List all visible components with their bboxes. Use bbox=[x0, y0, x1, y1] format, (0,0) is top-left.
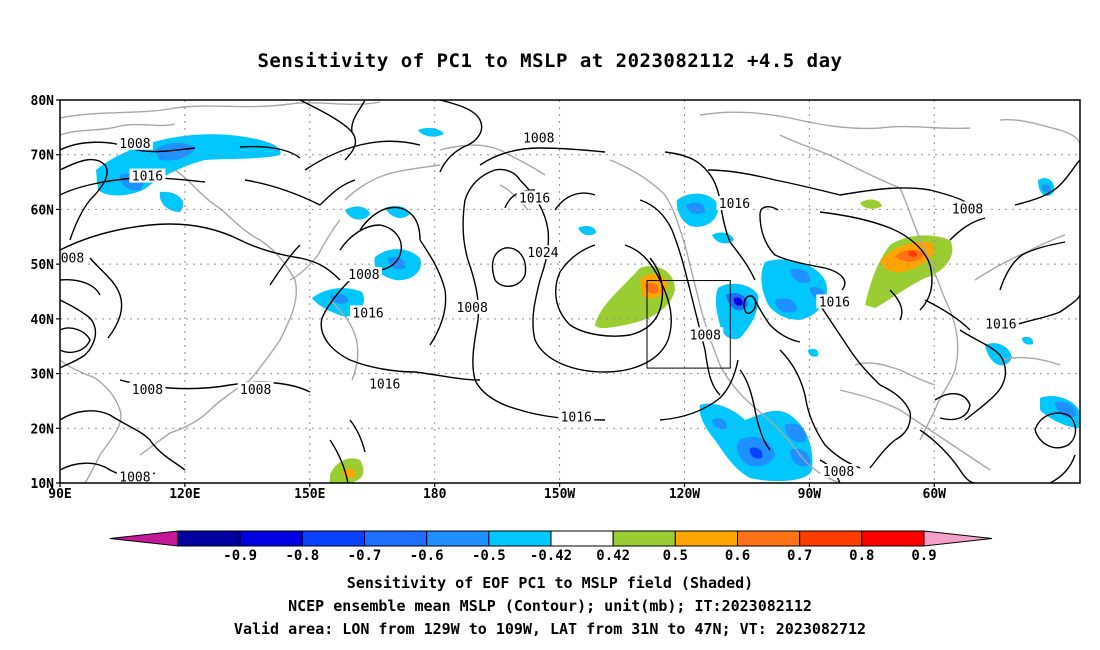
contour-label-bg bbox=[116, 469, 153, 483]
contour-label: 1016 bbox=[369, 378, 400, 393]
x-axis: 90E 120E 150E 180 150W 120W 90W 60W bbox=[48, 483, 946, 502]
contour-label: 1016 bbox=[132, 170, 163, 185]
x-tick-label: 120W bbox=[669, 487, 700, 502]
caption-line-1: Sensitivity of EOF PC1 to MSLP field (Sh… bbox=[346, 574, 754, 592]
colorbar-box bbox=[364, 530, 428, 547]
y-tick-label: 30N bbox=[31, 368, 55, 383]
contour-label: 1008 bbox=[952, 202, 983, 217]
contour-label: 1024 bbox=[527, 246, 558, 261]
colorbar-box bbox=[426, 530, 490, 547]
caption-line-3: Valid area: LON from 129W to 109W, LAT f… bbox=[233, 620, 867, 638]
contour-label: 1008 bbox=[119, 137, 150, 152]
x-tick-label: 150W bbox=[544, 487, 575, 502]
contour-label: 1016 bbox=[985, 317, 1016, 332]
contour-label-bg bbox=[345, 267, 382, 282]
y-tick-label: 20N bbox=[31, 422, 55, 437]
contour-label: 1008 bbox=[457, 301, 488, 316]
colorbar-box bbox=[177, 530, 241, 547]
contour-label-bg bbox=[129, 168, 166, 183]
colorbar: -0.9 -0.8 -0.7 -0.6 -0.5 -0.42 0.42 0.5 0.6 0.7 0.… bbox=[109, 530, 993, 564]
x-tick-label: 90W bbox=[798, 487, 822, 502]
y-tick-label: 40N bbox=[31, 313, 55, 328]
colorbar-label: 0.5 bbox=[663, 548, 688, 564]
contour-label-bg bbox=[558, 409, 595, 424]
colorbar-box bbox=[239, 530, 303, 547]
colorbar-label: -0.7 bbox=[348, 548, 382, 564]
contour-label-bg bbox=[366, 376, 403, 391]
valid-area-box bbox=[646, 280, 731, 369]
plot-frame bbox=[59, 99, 1081, 484]
contour-label: 1008 bbox=[132, 383, 163, 398]
colorbar-box bbox=[488, 530, 552, 547]
contour-label: 1016 bbox=[719, 197, 750, 212]
colorbar-box bbox=[861, 530, 925, 547]
contour-label: 1016 bbox=[819, 295, 850, 310]
colorbar-min-arrow bbox=[109, 530, 179, 547]
colorbar-label: -0.5 bbox=[472, 548, 506, 564]
contour-label-bg bbox=[60, 250, 87, 265]
contour-labels: 1008 1016 008 1008 1016 1008 1008 1016 1024 1016 1… bbox=[60, 130, 1019, 486]
contour-label-bg bbox=[820, 464, 857, 479]
x-tick-label: 120E bbox=[169, 487, 200, 502]
contour-label-bg bbox=[982, 316, 1019, 331]
colorbar-label: -0.6 bbox=[410, 548, 444, 564]
contour-label-bg bbox=[116, 135, 153, 150]
contour-label: 1008 bbox=[823, 465, 854, 480]
x-tick-label: 180 bbox=[423, 487, 447, 502]
contour-label: 1008 bbox=[119, 471, 150, 486]
y-tick-label: 80N bbox=[31, 94, 55, 109]
contour-label: 1016 bbox=[519, 191, 550, 206]
colorbar-box bbox=[674, 530, 738, 547]
contour-label-bg bbox=[454, 299, 491, 314]
contour-label-bg bbox=[949, 201, 986, 216]
colorbar-box bbox=[550, 530, 614, 547]
y-axis: 10N 20N 30N 40N 50N 60N 70N 80N bbox=[31, 94, 60, 492]
colorbar-label: 0.7 bbox=[787, 548, 812, 564]
colorbar-max-arrow bbox=[923, 530, 993, 547]
y-tick-label: 60N bbox=[31, 203, 55, 218]
colorbar-label: 0.8 bbox=[849, 548, 874, 564]
contour-label-bg bbox=[520, 130, 557, 145]
colorbar-label: 0.9 bbox=[911, 548, 936, 564]
contour-label-bg bbox=[129, 381, 166, 396]
y-tick-label: 10N bbox=[31, 477, 55, 492]
contour-label-bg bbox=[524, 245, 561, 260]
x-tick-label: 150E bbox=[294, 487, 325, 502]
contour-label: 1008 bbox=[523, 131, 554, 146]
contour-label: 008 bbox=[61, 252, 84, 267]
contour-label: 1016 bbox=[352, 306, 383, 321]
contour-label-bg bbox=[350, 305, 387, 320]
caption-line-2: NCEP ensemble mean MSLP (Contour); unit(… bbox=[288, 597, 812, 615]
x-tick-label: 90E bbox=[48, 487, 71, 502]
contour-label-bg bbox=[687, 327, 724, 342]
colorbar-label: -0.42 bbox=[530, 548, 572, 564]
colorbar-label: 0.6 bbox=[725, 548, 750, 564]
colorbar-box bbox=[301, 530, 366, 547]
colorbar-label: -0.9 bbox=[223, 548, 257, 564]
map-title: Sensitivity of PC1 to MSLP at 2023082112… bbox=[257, 50, 843, 72]
contour-label: 1008 bbox=[348, 268, 379, 283]
mslp-contours bbox=[60, 100, 1080, 483]
colorbar-label: -0.8 bbox=[285, 548, 319, 564]
y-tick-label: 70N bbox=[31, 149, 55, 164]
colorbar-label: 0.42 bbox=[596, 548, 630, 564]
y-tick-label: 50N bbox=[31, 258, 55, 273]
colorbar-box bbox=[737, 530, 801, 547]
contour-label-bg bbox=[716, 195, 753, 210]
contour-label-bg bbox=[516, 190, 553, 205]
colorbar-box bbox=[799, 530, 863, 547]
contour-label: 1016 bbox=[561, 410, 592, 425]
contour-label-bg bbox=[237, 381, 274, 396]
grid-lines bbox=[60, 100, 1080, 483]
contour-label: 1008 bbox=[690, 328, 721, 343]
contour-label-bg bbox=[816, 294, 853, 309]
contour-label: 1008 bbox=[240, 383, 271, 398]
colorbar-box bbox=[612, 530, 676, 547]
coastlines bbox=[60, 101, 1080, 483]
x-tick-label: 60W bbox=[923, 487, 947, 502]
